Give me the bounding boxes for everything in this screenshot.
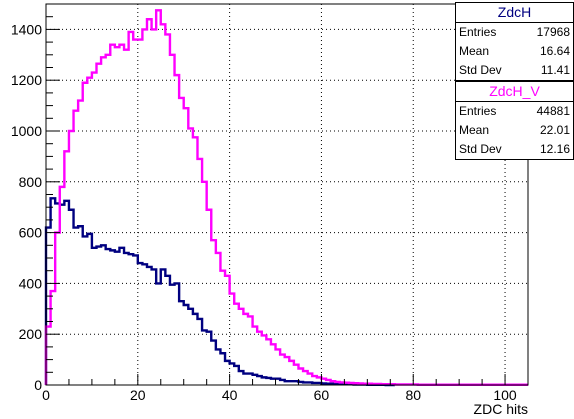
stats-value: 17968 (536, 25, 570, 39)
y-tick-label: 0 (34, 377, 42, 393)
y-tick-label: 1200 (11, 72, 42, 88)
stats-row-entries: Entries 44881 (456, 102, 573, 121)
x-tick-label: 20 (130, 387, 146, 403)
x-tick-label: 80 (405, 387, 421, 403)
stats-row-entries: Entries 17968 (456, 23, 573, 42)
axis-ticks (45, 3, 529, 386)
stats-value: 44881 (536, 104, 570, 118)
stats-label: Mean (459, 123, 490, 137)
x-tick-label: 100 (493, 387, 517, 403)
series-line-zdch (44, 197, 395, 387)
y-tick-label: 1400 (11, 21, 42, 37)
stats-label: Std Dev (459, 63, 502, 77)
stats-row-std-dev: Std Dev 12.16 (456, 140, 573, 159)
stats-row-mean: Mean 16.64 (456, 42, 573, 61)
stats-value: 12.16 (539, 142, 570, 156)
x-tick-label: 60 (314, 387, 330, 403)
stats-label: Entries (459, 104, 497, 118)
stats-row-mean: Mean 22.01 (456, 121, 573, 140)
stats-value: 11.41 (540, 63, 570, 77)
y-tick-label: 800 (19, 174, 43, 190)
stats-row-std-dev: Std Dev 11.41 (456, 61, 573, 80)
y-tick-label: 200 (19, 326, 43, 342)
stats-box-zdch: ZdcH Entries 17968 Mean 16.64 Std Dev 11… (455, 2, 574, 81)
grid-lines (46, 4, 528, 385)
y-tick-label: 400 (19, 275, 43, 291)
stats-label: Entries (459, 25, 497, 39)
stats-title: ZdcH (456, 3, 573, 23)
stats-label: Std Dev (459, 142, 502, 156)
stats-value: 22.01 (539, 123, 570, 137)
x-tick-label: 40 (222, 387, 238, 403)
stats-value: 16.64 (539, 44, 570, 58)
x-axis-label: ZDC hits (474, 401, 528, 417)
stats-label: Mean (459, 44, 490, 58)
x-tick-label: 0 (42, 387, 50, 403)
series-line-zdch-v (44, 9, 528, 386)
stats-title: ZdcH_V (456, 82, 573, 102)
y-tick-label: 1000 (11, 123, 42, 139)
y-tick-label: 600 (19, 225, 43, 241)
stats-box-zdch-v: ZdcH_V Entries 44881 Mean 22.01 Std Dev … (455, 81, 574, 160)
